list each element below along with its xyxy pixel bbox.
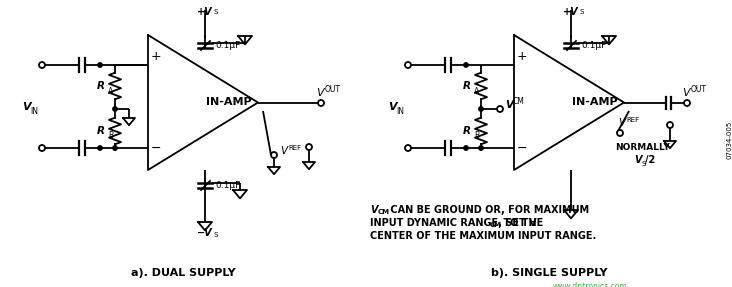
Text: 0.1μF: 0.1μF xyxy=(215,181,240,189)
Circle shape xyxy=(667,122,673,128)
Text: CAN BE GROUND OR, FOR MAXIMUM: CAN BE GROUND OR, FOR MAXIMUM xyxy=(387,205,589,215)
Text: CM: CM xyxy=(513,98,525,106)
Text: CENTER OF THE MAXIMUM INPUT RANGE.: CENTER OF THE MAXIMUM INPUT RANGE. xyxy=(370,231,597,241)
Text: V: V xyxy=(280,146,287,156)
Text: V: V xyxy=(388,102,397,112)
Text: +V: +V xyxy=(563,7,579,17)
Text: REF: REF xyxy=(288,145,301,151)
Circle shape xyxy=(684,100,690,106)
Text: 07034-005: 07034-005 xyxy=(726,121,732,159)
Text: OUT: OUT xyxy=(325,86,341,94)
Text: OUT: OUT xyxy=(691,86,707,94)
Text: S: S xyxy=(214,9,218,15)
Text: R: R xyxy=(463,126,471,136)
Text: /2: /2 xyxy=(645,155,655,165)
Text: CM: CM xyxy=(490,222,502,228)
Text: V: V xyxy=(618,118,625,128)
Circle shape xyxy=(271,152,277,158)
Text: R: R xyxy=(463,81,471,91)
Circle shape xyxy=(405,62,411,68)
Text: 0.1μF: 0.1μF xyxy=(581,40,606,49)
Text: V: V xyxy=(505,100,513,110)
Text: 0.1μF: 0.1μF xyxy=(215,40,240,49)
Text: +: + xyxy=(517,51,527,63)
Text: −: − xyxy=(517,141,527,154)
Text: +: + xyxy=(151,51,161,63)
Text: B: B xyxy=(108,131,113,141)
Text: A: A xyxy=(108,86,113,96)
Circle shape xyxy=(113,107,117,111)
Circle shape xyxy=(617,130,623,136)
Text: −V: −V xyxy=(197,228,213,238)
Circle shape xyxy=(98,63,102,67)
Circle shape xyxy=(464,146,468,150)
Text: CM: CM xyxy=(378,209,390,215)
Text: b). SINGLE SUPPLY: b). SINGLE SUPPLY xyxy=(490,268,608,278)
Circle shape xyxy=(39,145,45,151)
Text: INPUT DYNAMIC RANGE, SET V: INPUT DYNAMIC RANGE, SET V xyxy=(370,218,537,228)
Circle shape xyxy=(113,146,117,150)
Text: www.dntronics.com: www.dntronics.com xyxy=(553,282,627,287)
Text: A: A xyxy=(474,86,479,96)
Circle shape xyxy=(479,107,483,111)
Text: S: S xyxy=(580,9,584,15)
Text: IN: IN xyxy=(30,107,38,116)
Circle shape xyxy=(39,62,45,68)
Text: R: R xyxy=(97,126,105,136)
Text: V: V xyxy=(370,205,378,215)
Circle shape xyxy=(405,145,411,151)
Text: REF: REF xyxy=(626,117,639,123)
Text: R: R xyxy=(97,81,105,91)
Text: IN-AMP: IN-AMP xyxy=(206,97,252,107)
Circle shape xyxy=(497,106,503,112)
Text: IN-AMP: IN-AMP xyxy=(572,97,618,107)
Text: TO THE: TO THE xyxy=(500,218,543,228)
Circle shape xyxy=(479,146,483,150)
Text: +V: +V xyxy=(197,7,213,17)
Text: S: S xyxy=(641,161,646,167)
Circle shape xyxy=(464,63,468,67)
Circle shape xyxy=(98,146,102,150)
Text: V: V xyxy=(682,88,690,98)
Text: S: S xyxy=(214,232,218,238)
Text: a). DUAL SUPPLY: a). DUAL SUPPLY xyxy=(131,268,235,278)
Text: V: V xyxy=(316,88,324,98)
Text: NORMALLY: NORMALLY xyxy=(615,144,669,152)
Text: V: V xyxy=(22,102,31,112)
Circle shape xyxy=(318,100,324,106)
Text: IN: IN xyxy=(396,107,404,116)
Text: −: − xyxy=(151,141,161,154)
Text: V: V xyxy=(634,155,641,165)
Text: B: B xyxy=(474,131,479,141)
Circle shape xyxy=(306,144,312,150)
